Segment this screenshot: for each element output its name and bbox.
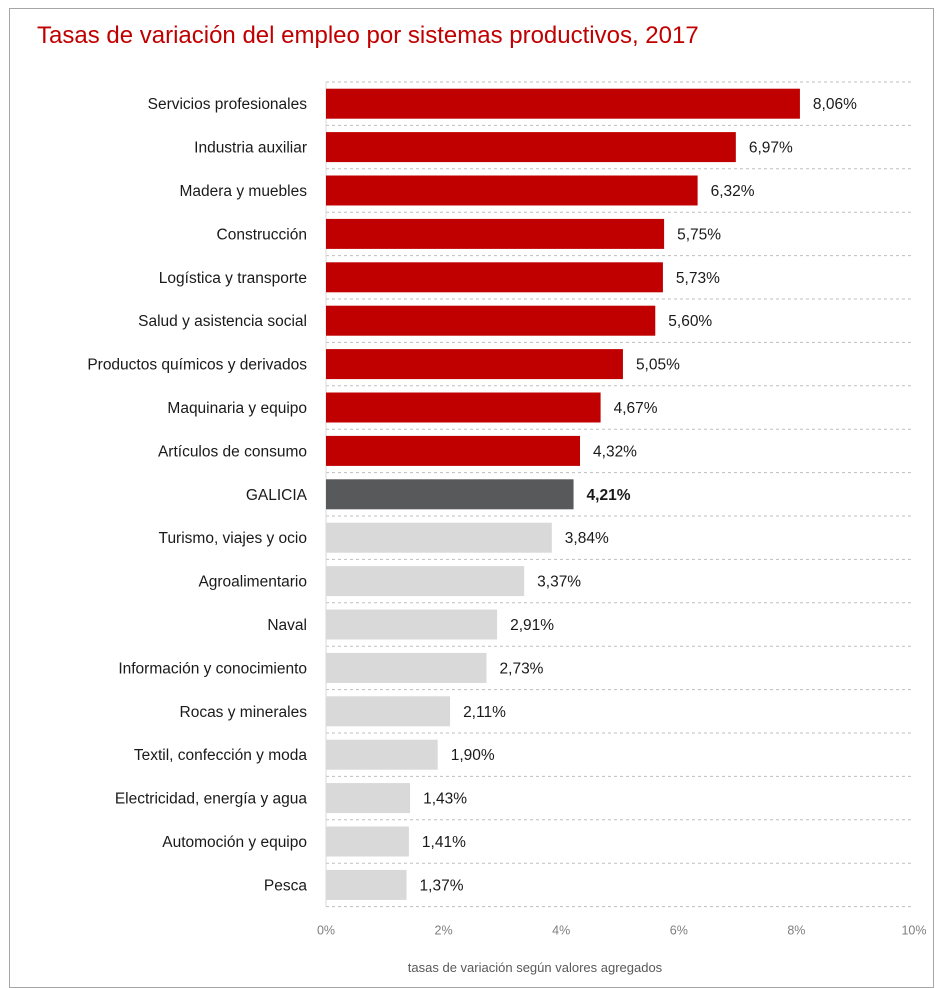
category-label: Naval: [267, 617, 307, 634]
x-tick-label: 0%: [317, 924, 335, 938]
bar-13: [326, 609, 498, 640]
chart-title: Tasas de variación del empleo por sistem…: [37, 22, 699, 49]
bar-7: [326, 349, 623, 380]
value-label: 3,37%: [537, 574, 581, 591]
value-label: 5,05%: [636, 357, 680, 374]
value-label: 6,32%: [711, 183, 755, 200]
x-axis-title: tasas de variación según valores agregad…: [408, 960, 663, 975]
x-tick-label: 4%: [552, 924, 570, 938]
category-label: Artículos de consumo: [158, 443, 307, 460]
x-tick-label: 2%: [435, 924, 453, 938]
category-label: Industria auxiliar: [194, 140, 307, 157]
category-label: Textil, confección y moda: [134, 747, 308, 764]
value-label: 5,75%: [677, 226, 721, 243]
x-tick-label: 6%: [670, 924, 688, 938]
category-label: Rocas y minerales: [180, 704, 308, 721]
bar-10: [326, 479, 574, 510]
value-label: 6,97%: [749, 140, 793, 157]
value-label: 1,37%: [420, 877, 464, 894]
value-label: 1,41%: [422, 834, 466, 851]
category-label: Turismo, viajes y ocio: [159, 530, 307, 547]
category-label: Madera y muebles: [179, 183, 307, 200]
value-label: 2,91%: [510, 617, 554, 634]
category-label: Servicios profesionales: [148, 96, 308, 113]
category-label: Salud y asistencia social: [138, 313, 307, 330]
bar-3: [326, 175, 698, 206]
bar-2: [326, 132, 736, 163]
x-tick-label: 8%: [787, 924, 805, 938]
bar-12: [326, 566, 525, 597]
x-tick-label: 10%: [901, 924, 926, 938]
category-label: Información y conocimiento: [118, 660, 307, 677]
category-label: Pesca: [264, 877, 307, 894]
category-label: Construcción: [217, 226, 307, 243]
bar-5: [326, 262, 663, 293]
value-label: 1,43%: [423, 791, 467, 808]
value-label: 2,11%: [463, 704, 506, 721]
category-label: Logística y transporte: [159, 270, 307, 287]
bar-1: [326, 88, 800, 119]
category-label: Maquinaria y equipo: [167, 400, 307, 417]
category-label: Productos químicos y derivados: [87, 357, 307, 374]
value-label: 4,32%: [593, 443, 637, 460]
value-label: 8,06%: [813, 96, 857, 113]
bar-4: [326, 218, 665, 249]
bar-14: [326, 652, 487, 683]
value-label: 5,60%: [668, 313, 712, 330]
value-label: 4,67%: [614, 400, 658, 417]
bar-16: [326, 739, 438, 770]
category-label: GALICIA: [246, 487, 308, 504]
bar-11: [326, 522, 552, 553]
value-label: 1,90%: [451, 747, 495, 764]
category-label: Electricidad, energía y agua: [115, 791, 308, 808]
value-label: 2,73%: [500, 660, 544, 677]
bar-15: [326, 696, 451, 727]
value-label: 5,73%: [676, 270, 720, 287]
category-label: Automoción y equipo: [162, 834, 307, 851]
category-label: Agroalimentario: [198, 574, 307, 591]
bar-19: [326, 869, 407, 900]
bar-18: [326, 826, 409, 857]
bar-9: [326, 435, 581, 466]
bar-8: [326, 392, 601, 423]
value-label: 3,84%: [565, 530, 609, 547]
value-label: 4,21%: [587, 487, 631, 504]
bar-17: [326, 783, 411, 814]
bar-6: [326, 305, 656, 336]
